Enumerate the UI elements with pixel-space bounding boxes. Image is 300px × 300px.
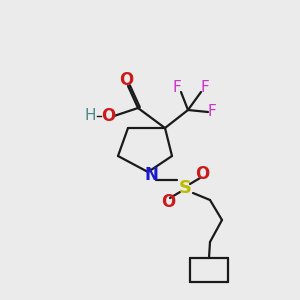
Text: O: O [101, 107, 115, 125]
Text: F: F [172, 80, 182, 95]
Text: S: S [178, 179, 191, 197]
Text: O: O [161, 193, 175, 211]
Text: O: O [119, 71, 133, 89]
Text: H: H [84, 109, 96, 124]
Text: F: F [208, 104, 216, 119]
Text: F: F [201, 80, 209, 95]
Text: O: O [195, 165, 209, 183]
Text: N: N [144, 166, 158, 184]
